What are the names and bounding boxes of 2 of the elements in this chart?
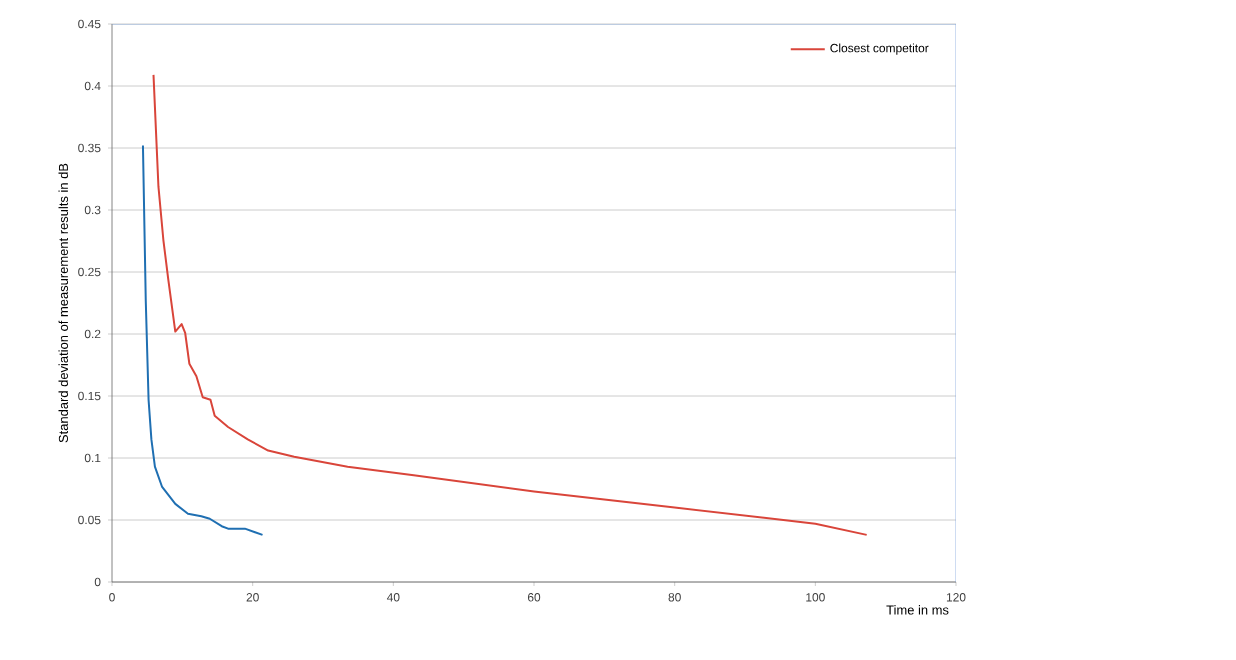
- line-series: [152, 73, 868, 536]
- line-series: [141, 144, 264, 536]
